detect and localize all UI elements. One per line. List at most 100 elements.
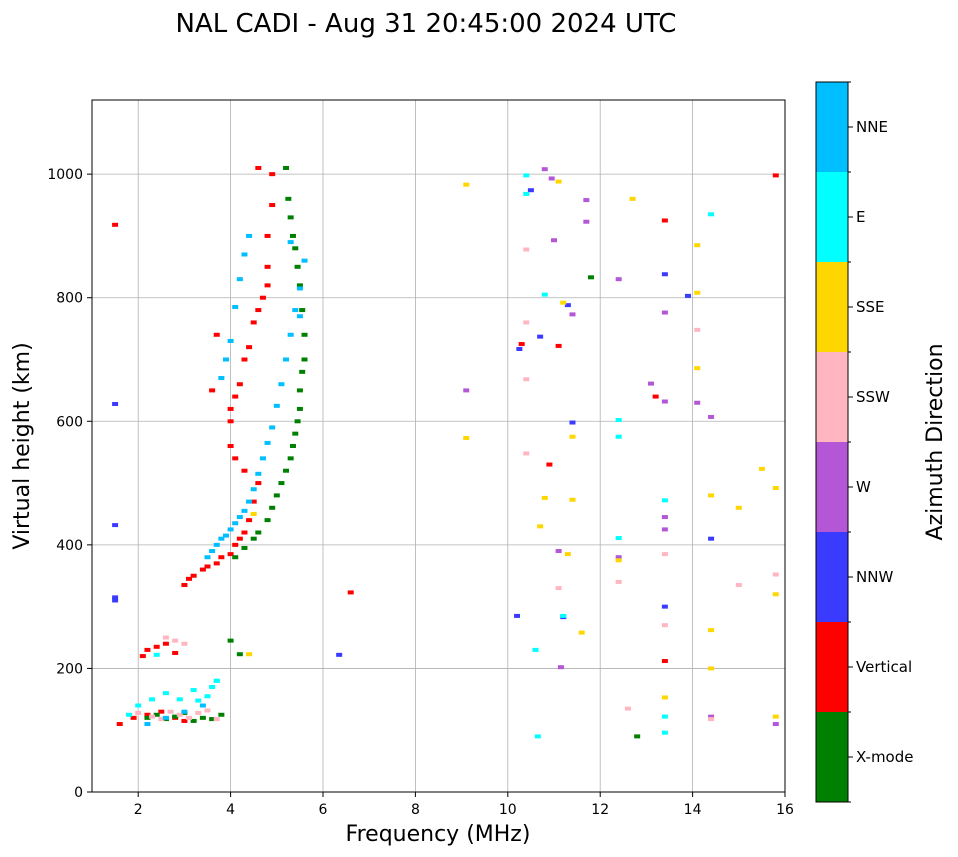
data-point [569,434,576,439]
data-point [336,652,343,657]
data-point [199,703,206,708]
data-point [708,628,715,633]
data-point [285,196,292,201]
data-point [583,198,590,203]
data-point [537,524,544,529]
data-point [232,394,239,399]
data-point [634,734,641,739]
data-point [463,182,470,187]
data-point [144,712,151,717]
data-point [227,406,234,411]
data-point [294,264,301,269]
data-point [296,283,303,288]
data-point [694,366,701,371]
data-point [292,308,299,313]
data-point [527,188,534,193]
data-point [135,703,142,708]
data-point [523,191,530,196]
colorbar-segment [816,352,848,442]
data-point [186,576,193,581]
colorbar-label: NNW [856,568,893,586]
plot-frame [91,99,786,793]
data-point [167,709,174,714]
data-point [629,196,636,201]
colorbar: X-mode Vertical NNW W SSW SSE E NNE [815,81,913,803]
data-point [523,377,530,382]
y-tick-label: 1000 [47,167,83,183]
data-point [232,542,239,547]
colorbar-title: Azimuth Direction [923,343,948,540]
data-point [259,456,266,461]
data-point [560,613,567,618]
data-point [116,722,123,727]
data-point [181,583,188,588]
data-point [292,431,299,436]
data-point [144,722,151,727]
data-point [661,218,668,223]
data-point [227,527,234,532]
data-point [222,357,229,362]
data-point [269,172,276,177]
data-point [615,579,622,584]
data-point [557,665,564,670]
data-point [694,290,701,295]
data-point [615,536,622,541]
data-point [347,590,354,595]
data-point [250,320,257,325]
x-tick-label: 10 [499,802,517,818]
data-point [287,456,294,461]
data-point [578,630,585,635]
data-point [546,462,553,467]
data-point [283,357,290,362]
data-point [246,499,253,504]
data-point [694,400,701,405]
data-point [708,714,715,719]
data-point [158,717,165,722]
data-point [772,572,779,577]
x-tick-label: 8 [411,802,420,818]
data-point [112,523,119,528]
series-x-mode [144,165,641,739]
data-point [615,418,622,423]
data-point [564,552,571,557]
data-point [264,233,271,238]
data-point [463,435,470,440]
series-e [125,173,715,739]
y-tick-label: 800 [56,291,83,307]
data-point [236,536,243,541]
data-point [130,715,137,720]
data-point [569,312,576,317]
data-point [708,212,715,217]
data-point [532,647,539,652]
data-point [661,272,668,277]
data-point [204,694,211,699]
data-point [555,179,562,184]
data-point [195,710,202,715]
data-point [624,706,631,711]
colorbar-label: SSE [856,298,885,316]
data-point [551,238,557,243]
data-point [227,338,234,343]
data-point [209,684,216,689]
data-point [112,595,119,600]
data-point [555,343,562,348]
data-point [213,717,220,722]
data-point [299,369,306,374]
data-point [255,471,262,476]
data-point [144,647,151,652]
data-point [564,303,571,308]
data-point [181,718,188,723]
x-tick-label: 12 [591,802,609,818]
data-point [227,419,234,424]
data-point [555,586,562,591]
data-point [287,240,294,245]
colorbar-segment [816,532,848,622]
data-point [236,652,243,657]
y-tick-label: 200 [56,661,83,677]
data-point [735,505,742,510]
data-point [250,511,257,516]
data-point [661,552,668,557]
data-point [541,167,548,172]
colorbar-segment [816,172,848,262]
data-point [236,515,243,520]
